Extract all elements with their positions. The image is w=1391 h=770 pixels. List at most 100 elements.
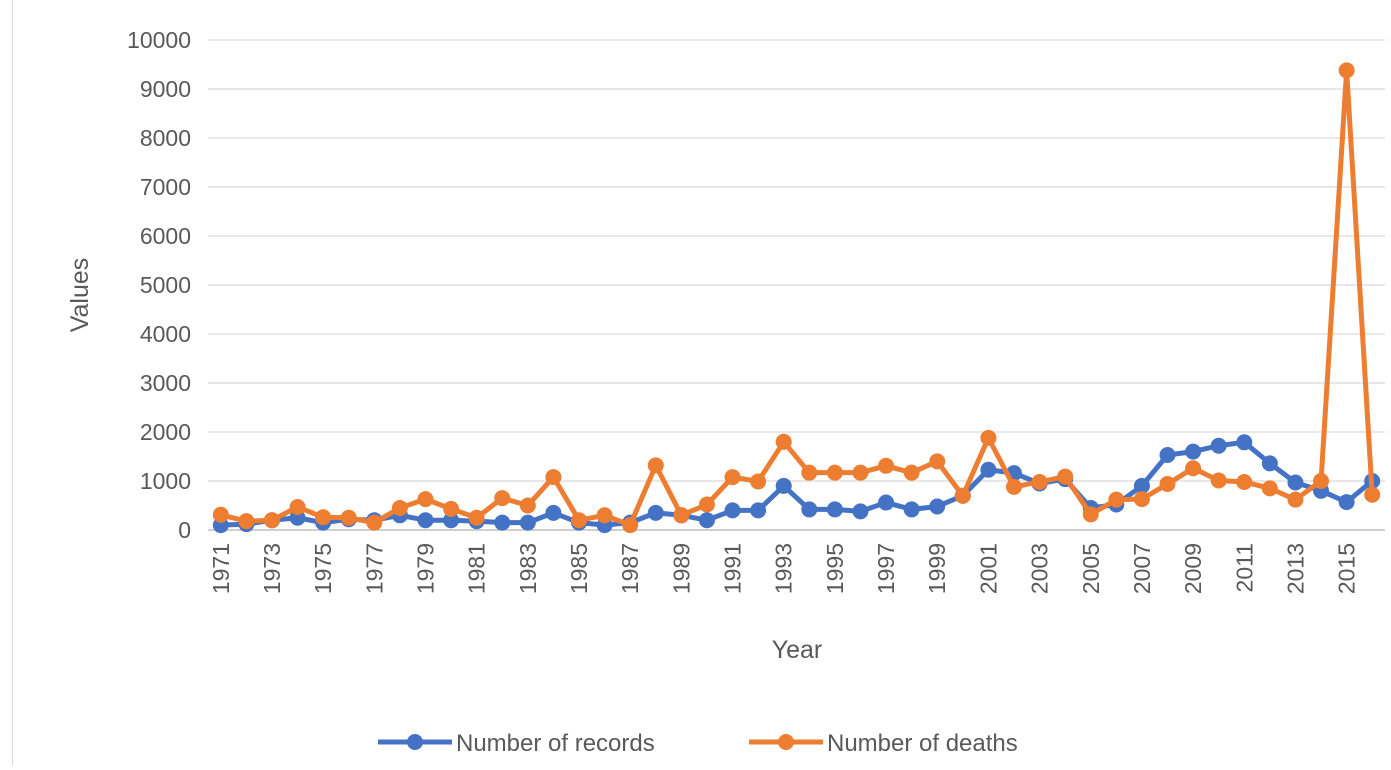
x-tick-label: 1979 (412, 543, 438, 594)
x-axis-tick-labels: 1971 1973 1975 1977 1979 1981 1983 1985 1987 1989… (208, 543, 1360, 594)
x-tick-label: 1971 (208, 543, 234, 594)
x-tick-label: 1995 (822, 543, 848, 594)
data-point-deaths (1287, 491, 1304, 508)
x-tick-label: 1997 (873, 543, 899, 594)
data-point-deaths (698, 496, 715, 513)
left-border-line (12, 0, 13, 765)
data-point-deaths (903, 464, 920, 481)
y-tick-label: 9000 (140, 76, 191, 102)
data-point-deaths (315, 509, 332, 526)
data-point-records (1236, 434, 1253, 451)
data-point-deaths (571, 512, 588, 529)
data-point-deaths (443, 500, 460, 517)
y-tick-label: 1000 (140, 468, 191, 494)
data-point-deaths (596, 507, 613, 524)
x-tick-label: 1981 (464, 543, 490, 594)
data-point-records (698, 512, 715, 529)
data-point-deaths (954, 487, 971, 504)
data-point-deaths (417, 491, 434, 508)
data-point-deaths (1313, 473, 1330, 489)
data-point-records (417, 512, 434, 529)
x-tick-label: 1991 (720, 543, 746, 594)
data-point-deaths (1338, 62, 1355, 79)
data-point-deaths (1159, 475, 1176, 492)
data-point-deaths (1082, 506, 1099, 523)
y-tick-label: 3000 (140, 370, 191, 396)
y-tick-label: 7000 (140, 174, 191, 200)
plot-series (212, 62, 1381, 534)
x-tick-label: 1977 (361, 543, 387, 594)
legend-item-deaths: Number of deaths (749, 730, 1018, 757)
data-point-records (519, 514, 536, 531)
x-tick-label: 1989 (668, 543, 694, 594)
data-point-deaths (263, 512, 280, 529)
legend-item-records: Number of records (378, 730, 655, 757)
data-point-deaths (1005, 478, 1022, 495)
data-point-records (1133, 477, 1150, 494)
gridlines (208, 39, 1385, 482)
y-tick-label: 8000 (140, 125, 191, 151)
legend-deaths-swatch-marker (778, 734, 794, 750)
data-point-deaths (1057, 468, 1074, 485)
y-axis-tick-labels: 0 1000 2000 3000 4000 5000 6000 7000 8000 9000 100… (127, 27, 191, 543)
data-point-deaths (1261, 480, 1278, 497)
data-point-records (903, 501, 920, 518)
data-point-deaths (545, 469, 562, 486)
x-tick-label: 2007 (1129, 543, 1155, 594)
legend-records-swatch-marker (407, 734, 423, 750)
legend-deaths-label: Number of deaths (827, 730, 1018, 757)
data-point-deaths (340, 509, 357, 526)
data-point-deaths (929, 453, 946, 470)
x-tick-label: 2011 (1231, 543, 1257, 592)
x-tick-label: 1983 (515, 543, 541, 594)
data-point-deaths (391, 499, 408, 516)
y-tick-label: 2000 (140, 419, 191, 445)
x-tick-label: 2001 (975, 543, 1001, 594)
data-point-records (929, 498, 946, 515)
y-tick-label: 5000 (140, 272, 191, 298)
data-point-deaths (468, 509, 485, 526)
data-point-deaths (1210, 472, 1227, 489)
data-point-records (1210, 437, 1227, 454)
data-point-records (1261, 455, 1278, 472)
data-point-records (1287, 474, 1304, 491)
x-axis-title: Year (772, 636, 823, 664)
data-point-records (750, 502, 767, 519)
legend-records-label: Number of records (456, 730, 655, 757)
x-tick-label: 2009 (1180, 543, 1206, 594)
y-tick-label: 4000 (140, 321, 191, 347)
data-point-records (775, 477, 792, 494)
data-point-deaths (980, 429, 997, 446)
data-point-deaths (622, 517, 639, 534)
data-point-records (545, 504, 562, 521)
data-point-deaths (1364, 486, 1381, 503)
data-point-deaths (289, 498, 306, 515)
data-point-records (852, 503, 869, 520)
x-tick-label: 1999 (924, 543, 950, 594)
data-point-deaths (826, 464, 843, 481)
data-point-records (494, 514, 511, 531)
data-point-deaths (852, 464, 869, 481)
x-tick-label: 1985 (566, 543, 592, 594)
data-point-deaths (366, 514, 383, 531)
data-point-deaths (1108, 491, 1125, 508)
data-point-deaths (775, 433, 792, 450)
x-tick-label: 1993 (771, 543, 797, 594)
data-point-records (443, 512, 460, 529)
legend: Number of records Number of deaths (378, 730, 1018, 757)
data-point-records (647, 504, 664, 521)
data-point-records (826, 501, 843, 518)
x-tick-label: 2015 (1334, 543, 1360, 594)
data-point-records (1338, 494, 1355, 511)
y-tick-label: 10000 (127, 27, 191, 53)
y-tick-label: 6000 (140, 223, 191, 249)
data-point-deaths (238, 513, 255, 530)
x-tick-label: 2003 (1027, 543, 1053, 594)
data-point-deaths (519, 497, 536, 514)
x-tick-label: 1987 (617, 543, 643, 594)
data-point-records (801, 501, 818, 518)
data-point-records (980, 461, 997, 478)
x-tick-label: 2005 (1078, 543, 1104, 594)
data-point-records (878, 494, 895, 511)
data-point-deaths (878, 457, 895, 474)
